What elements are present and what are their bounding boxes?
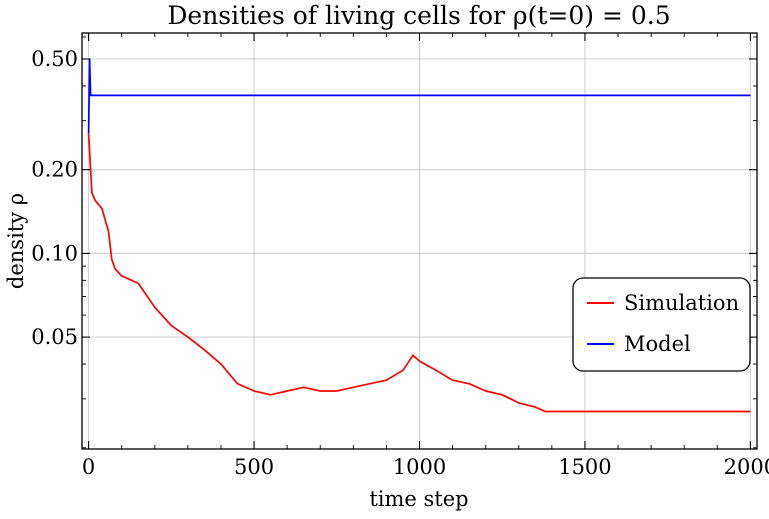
chart-title: Densities of living cells for ρ(t=0) = 0… bbox=[167, 1, 670, 30]
x-tick-label: 1000 bbox=[393, 455, 446, 479]
legend-label-simulation: Simulation bbox=[624, 291, 739, 315]
legend-box bbox=[572, 277, 751, 372]
y-axis-label: density ρ bbox=[4, 193, 28, 289]
y-tick-label: 0.50 bbox=[31, 47, 78, 71]
y-tick-label: 0.10 bbox=[31, 241, 78, 265]
y-tick-label: 0.05 bbox=[31, 325, 78, 349]
x-tick-label: 1500 bbox=[558, 455, 611, 479]
x-tick-label: 500 bbox=[234, 455, 274, 479]
series-layer bbox=[87, 58, 751, 413]
y-tick-label: 0.20 bbox=[31, 158, 78, 182]
legend: Simulation Model bbox=[572, 277, 751, 372]
x-tick-label: 0 bbox=[82, 455, 95, 479]
series-line-simulation bbox=[87, 133, 751, 413]
series-line-model bbox=[87, 58, 751, 134]
x-axis-label: time step bbox=[369, 487, 468, 511]
legend-label-model: Model bbox=[624, 332, 691, 356]
grid bbox=[82, 33, 757, 449]
